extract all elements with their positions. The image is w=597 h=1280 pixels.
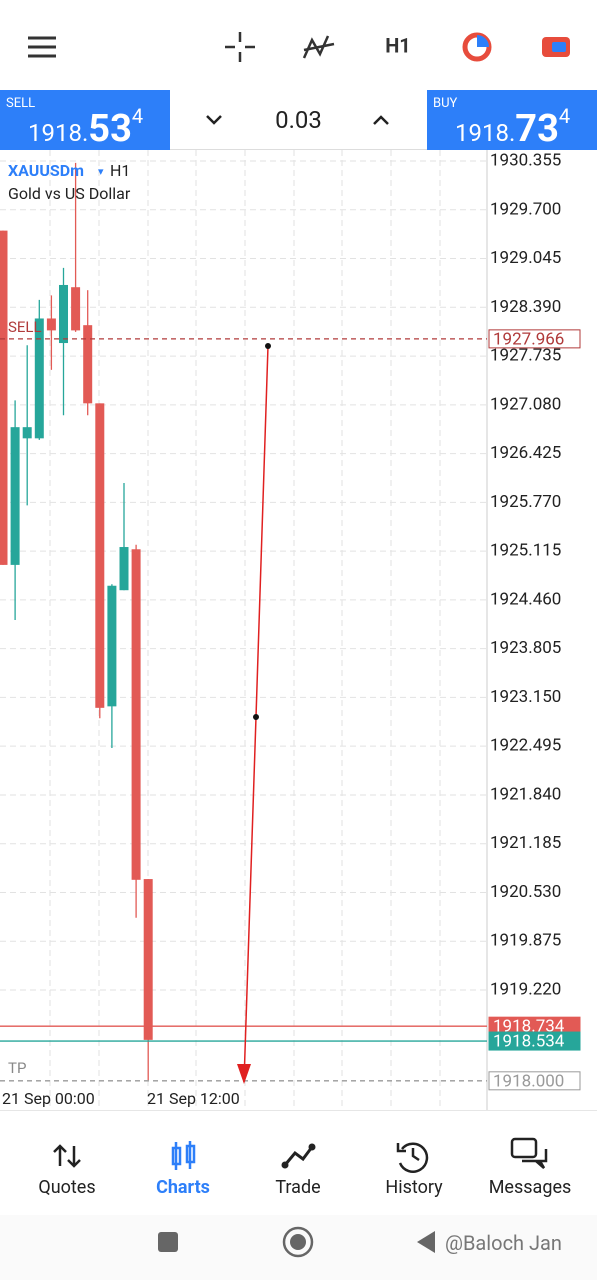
candle-body (107, 585, 117, 707)
quotes-icon[interactable] (53, 1144, 81, 1168)
y-tick-label: 1922.495 (490, 736, 561, 756)
indicators-button[interactable] (302, 35, 335, 59)
watermark: @Baloch Jan (445, 1231, 562, 1255)
sell-tag: SELL (8, 318, 42, 336)
nav-quotes[interactable]: Quotes (38, 1177, 96, 1198)
timeframe-button[interactable]: H1 (385, 33, 411, 57)
top-bar: H1 (28, 32, 570, 62)
price-tag (488, 1031, 581, 1051)
y-tick-label: 1925.770 (490, 492, 561, 512)
y-tick-label: 1921.185 (490, 833, 561, 853)
candle-body (143, 879, 153, 1040)
trade-icon[interactable] (281, 1143, 316, 1169)
tp-tag: TP (8, 1059, 26, 1077)
volume-control: 0.03 (170, 90, 427, 150)
price-sup: 4 (558, 104, 571, 128)
volume[interactable]: 0.03 (275, 106, 322, 134)
y-tick-label: 1924.460 (490, 589, 561, 609)
price-sup: 4 (131, 104, 144, 128)
symbol[interactable]: XAUUSDm (8, 161, 84, 180)
price-tag (488, 1071, 581, 1091)
sell-button[interactable]: SELL 1918.534 (0, 90, 170, 151)
trend-line[interactable] (237, 343, 271, 1084)
buy-price: 1918.734 (455, 104, 570, 151)
messages-icon[interactable] (510, 1137, 548, 1169)
nav-history[interactable]: History (385, 1177, 443, 1198)
buy-label: BUY (433, 96, 458, 111)
objects-button[interactable] (462, 32, 492, 62)
price-tag-label: 1918.534 (493, 1032, 565, 1052)
home-button[interactable] (282, 1226, 314, 1258)
candle-body (119, 547, 129, 591)
candle-body (22, 427, 32, 439)
candle-body (83, 325, 93, 404)
y-tick-label: 1926.425 (490, 443, 561, 463)
description: Gold vs US Dollar (8, 184, 131, 203)
y-tick-label: 1927.735 (490, 346, 561, 366)
crosshair-button[interactable] (225, 32, 255, 62)
sell-label: SELL (6, 96, 36, 111)
candle-body (59, 284, 68, 344)
volume-down[interactable] (204, 110, 224, 130)
candle-body (95, 403, 105, 708)
candle-body (46, 318, 56, 331)
volume-up[interactable] (371, 110, 391, 130)
price-tag-label: 1918.000 (493, 1071, 564, 1091)
chart: 1930.355 1929.700 1929.045 1928.390 1927.735… (0, 150, 581, 1110)
trade-button[interactable] (542, 37, 570, 57)
y-tick-label: 1925.115 (490, 541, 561, 561)
candle-body (71, 287, 81, 331)
system-icons (158, 1226, 435, 1258)
sell-price: 1918.534 (28, 104, 143, 151)
nav-trade[interactable]: Trade (275, 1177, 321, 1198)
y-tick-label: 1919.220 (490, 979, 561, 999)
back-button[interactable] (417, 1231, 435, 1253)
nav-icons (53, 1137, 548, 1173)
y-tick-label: 1927.080 (490, 394, 561, 414)
y-tick-label: 1919.875 (490, 931, 561, 951)
y-tick-label: 1930.355 (490, 151, 561, 171)
y-tick-label: 1929.045 (490, 248, 561, 268)
symbol-dropdown[interactable]: ▾ (98, 165, 104, 178)
vertical-grid (49, 150, 441, 1110)
time-label: 21 Sep 12:00 (147, 1089, 240, 1108)
candle-body (131, 549, 141, 880)
candle-body (0, 230, 8, 565)
y-tick-label: 1923.150 (490, 687, 561, 707)
y-tick-label: 1921.840 (490, 784, 561, 804)
y-tick-label: 1920.530 (490, 882, 561, 902)
price-big: 73 (515, 107, 559, 151)
chart-timeframe: H1 (110, 161, 130, 180)
recents-button[interactable] (158, 1232, 178, 1252)
price-main: 1918. (455, 119, 516, 147)
price-big: 53 (88, 107, 132, 151)
menu-button[interactable] (28, 36, 56, 58)
y-tick-label: 1929.700 (490, 199, 561, 219)
price-tag-label: 1927.966 (493, 329, 564, 349)
system-nav: @Baloch Jan (0, 1215, 597, 1280)
time-label: 21 Sep 00:00 (2, 1089, 95, 1108)
bottom-nav: Quotes Charts Trade History Messages (0, 1110, 597, 1216)
nav-messages[interactable]: Messages (488, 1177, 572, 1198)
history-icon[interactable] (396, 1142, 429, 1173)
y-tick-label: 1923.805 (490, 638, 561, 658)
nav-charts[interactable]: Charts (156, 1177, 210, 1198)
y-tick-label: 1928.390 (490, 297, 561, 317)
candle-body (10, 427, 20, 565)
buy-button[interactable]: BUY 1918.734 (427, 90, 597, 151)
candle-body (34, 318, 44, 439)
price-main: 1918. (28, 119, 89, 147)
charts-icon[interactable] (171, 1141, 196, 1170)
price-tag (488, 329, 581, 349)
